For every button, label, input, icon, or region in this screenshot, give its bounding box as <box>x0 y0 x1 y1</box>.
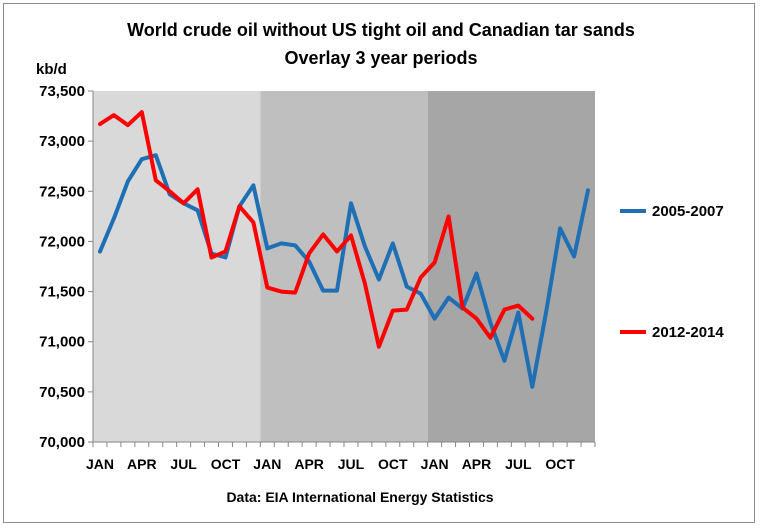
y-tick-label: 73,000 <box>39 133 85 150</box>
x-tick-label: OCT <box>545 456 575 472</box>
x-tick-label: JUL <box>170 456 197 472</box>
y-tick-label: 71,000 <box>39 334 85 351</box>
chart-frame: World crude oil without US tight oil and… <box>3 3 755 523</box>
year-band-1 <box>93 91 261 442</box>
x-tick-label: JAN <box>253 456 281 472</box>
x-tick-label: APR <box>462 456 492 472</box>
y-tick-label: 73,500 <box>39 83 85 100</box>
y-axis-label: kb/d <box>36 61 67 78</box>
y-tick-label: 70,000 <box>39 434 85 451</box>
series-line-2012-2014 <box>98 110 535 349</box>
legend-label: 2012-2014 <box>652 324 724 341</box>
x-tick-label: JAN <box>86 456 114 472</box>
x-tick-label: JUL <box>505 456 532 472</box>
x-tick-label: JAN <box>421 456 449 472</box>
x-tick-label: APR <box>294 456 324 472</box>
x-tick-label: JUL <box>338 456 365 472</box>
y-tick-label: 71,500 <box>39 284 85 301</box>
x-tick-label: APR <box>127 456 157 472</box>
x-tick-label: OCT <box>211 456 241 472</box>
y-tick-label: 70,500 <box>39 384 85 401</box>
year-band-2 <box>260 91 428 442</box>
chart-subtitle: Overlay 3 year periods <box>284 48 477 68</box>
source-note: Data: EIA International Energy Statistic… <box>226 489 493 505</box>
y-tick-label: 72,500 <box>39 183 85 200</box>
x-tick-label: OCT <box>378 456 408 472</box>
legend-label: 2005-2007 <box>652 203 724 220</box>
chart-title: World crude oil without US tight oil and… <box>127 20 635 40</box>
y-tick-label: 72,000 <box>39 233 85 250</box>
chart: World crude oil without US tight oil and… <box>36 20 724 505</box>
year-band-3 <box>427 91 595 442</box>
